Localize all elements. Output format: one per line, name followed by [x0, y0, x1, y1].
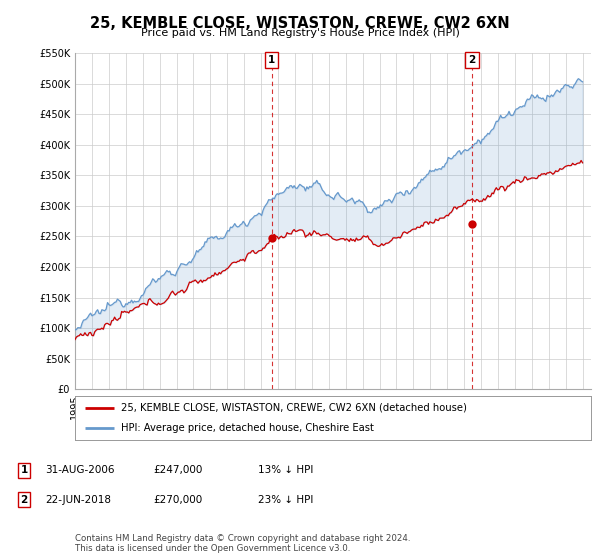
- Text: £270,000: £270,000: [153, 494, 202, 505]
- Text: £247,000: £247,000: [153, 465, 202, 475]
- Text: 1: 1: [20, 465, 28, 475]
- Text: Price paid vs. HM Land Registry's House Price Index (HPI): Price paid vs. HM Land Registry's House …: [140, 28, 460, 38]
- Text: 2: 2: [468, 55, 475, 65]
- Text: 13% ↓ HPI: 13% ↓ HPI: [258, 465, 313, 475]
- Text: 2: 2: [20, 494, 28, 505]
- Text: Contains HM Land Registry data © Crown copyright and database right 2024.
This d: Contains HM Land Registry data © Crown c…: [75, 534, 410, 553]
- Text: HPI: Average price, detached house, Cheshire East: HPI: Average price, detached house, Ches…: [121, 423, 374, 433]
- Text: 25, KEMBLE CLOSE, WISTASTON, CREWE, CW2 6XN (detached house): 25, KEMBLE CLOSE, WISTASTON, CREWE, CW2 …: [121, 403, 467, 413]
- Text: 31-AUG-2006: 31-AUG-2006: [45, 465, 115, 475]
- Text: 23% ↓ HPI: 23% ↓ HPI: [258, 494, 313, 505]
- Text: 25, KEMBLE CLOSE, WISTASTON, CREWE, CW2 6XN: 25, KEMBLE CLOSE, WISTASTON, CREWE, CW2 …: [90, 16, 510, 31]
- Text: 1: 1: [268, 55, 275, 65]
- Text: 22-JUN-2018: 22-JUN-2018: [45, 494, 111, 505]
